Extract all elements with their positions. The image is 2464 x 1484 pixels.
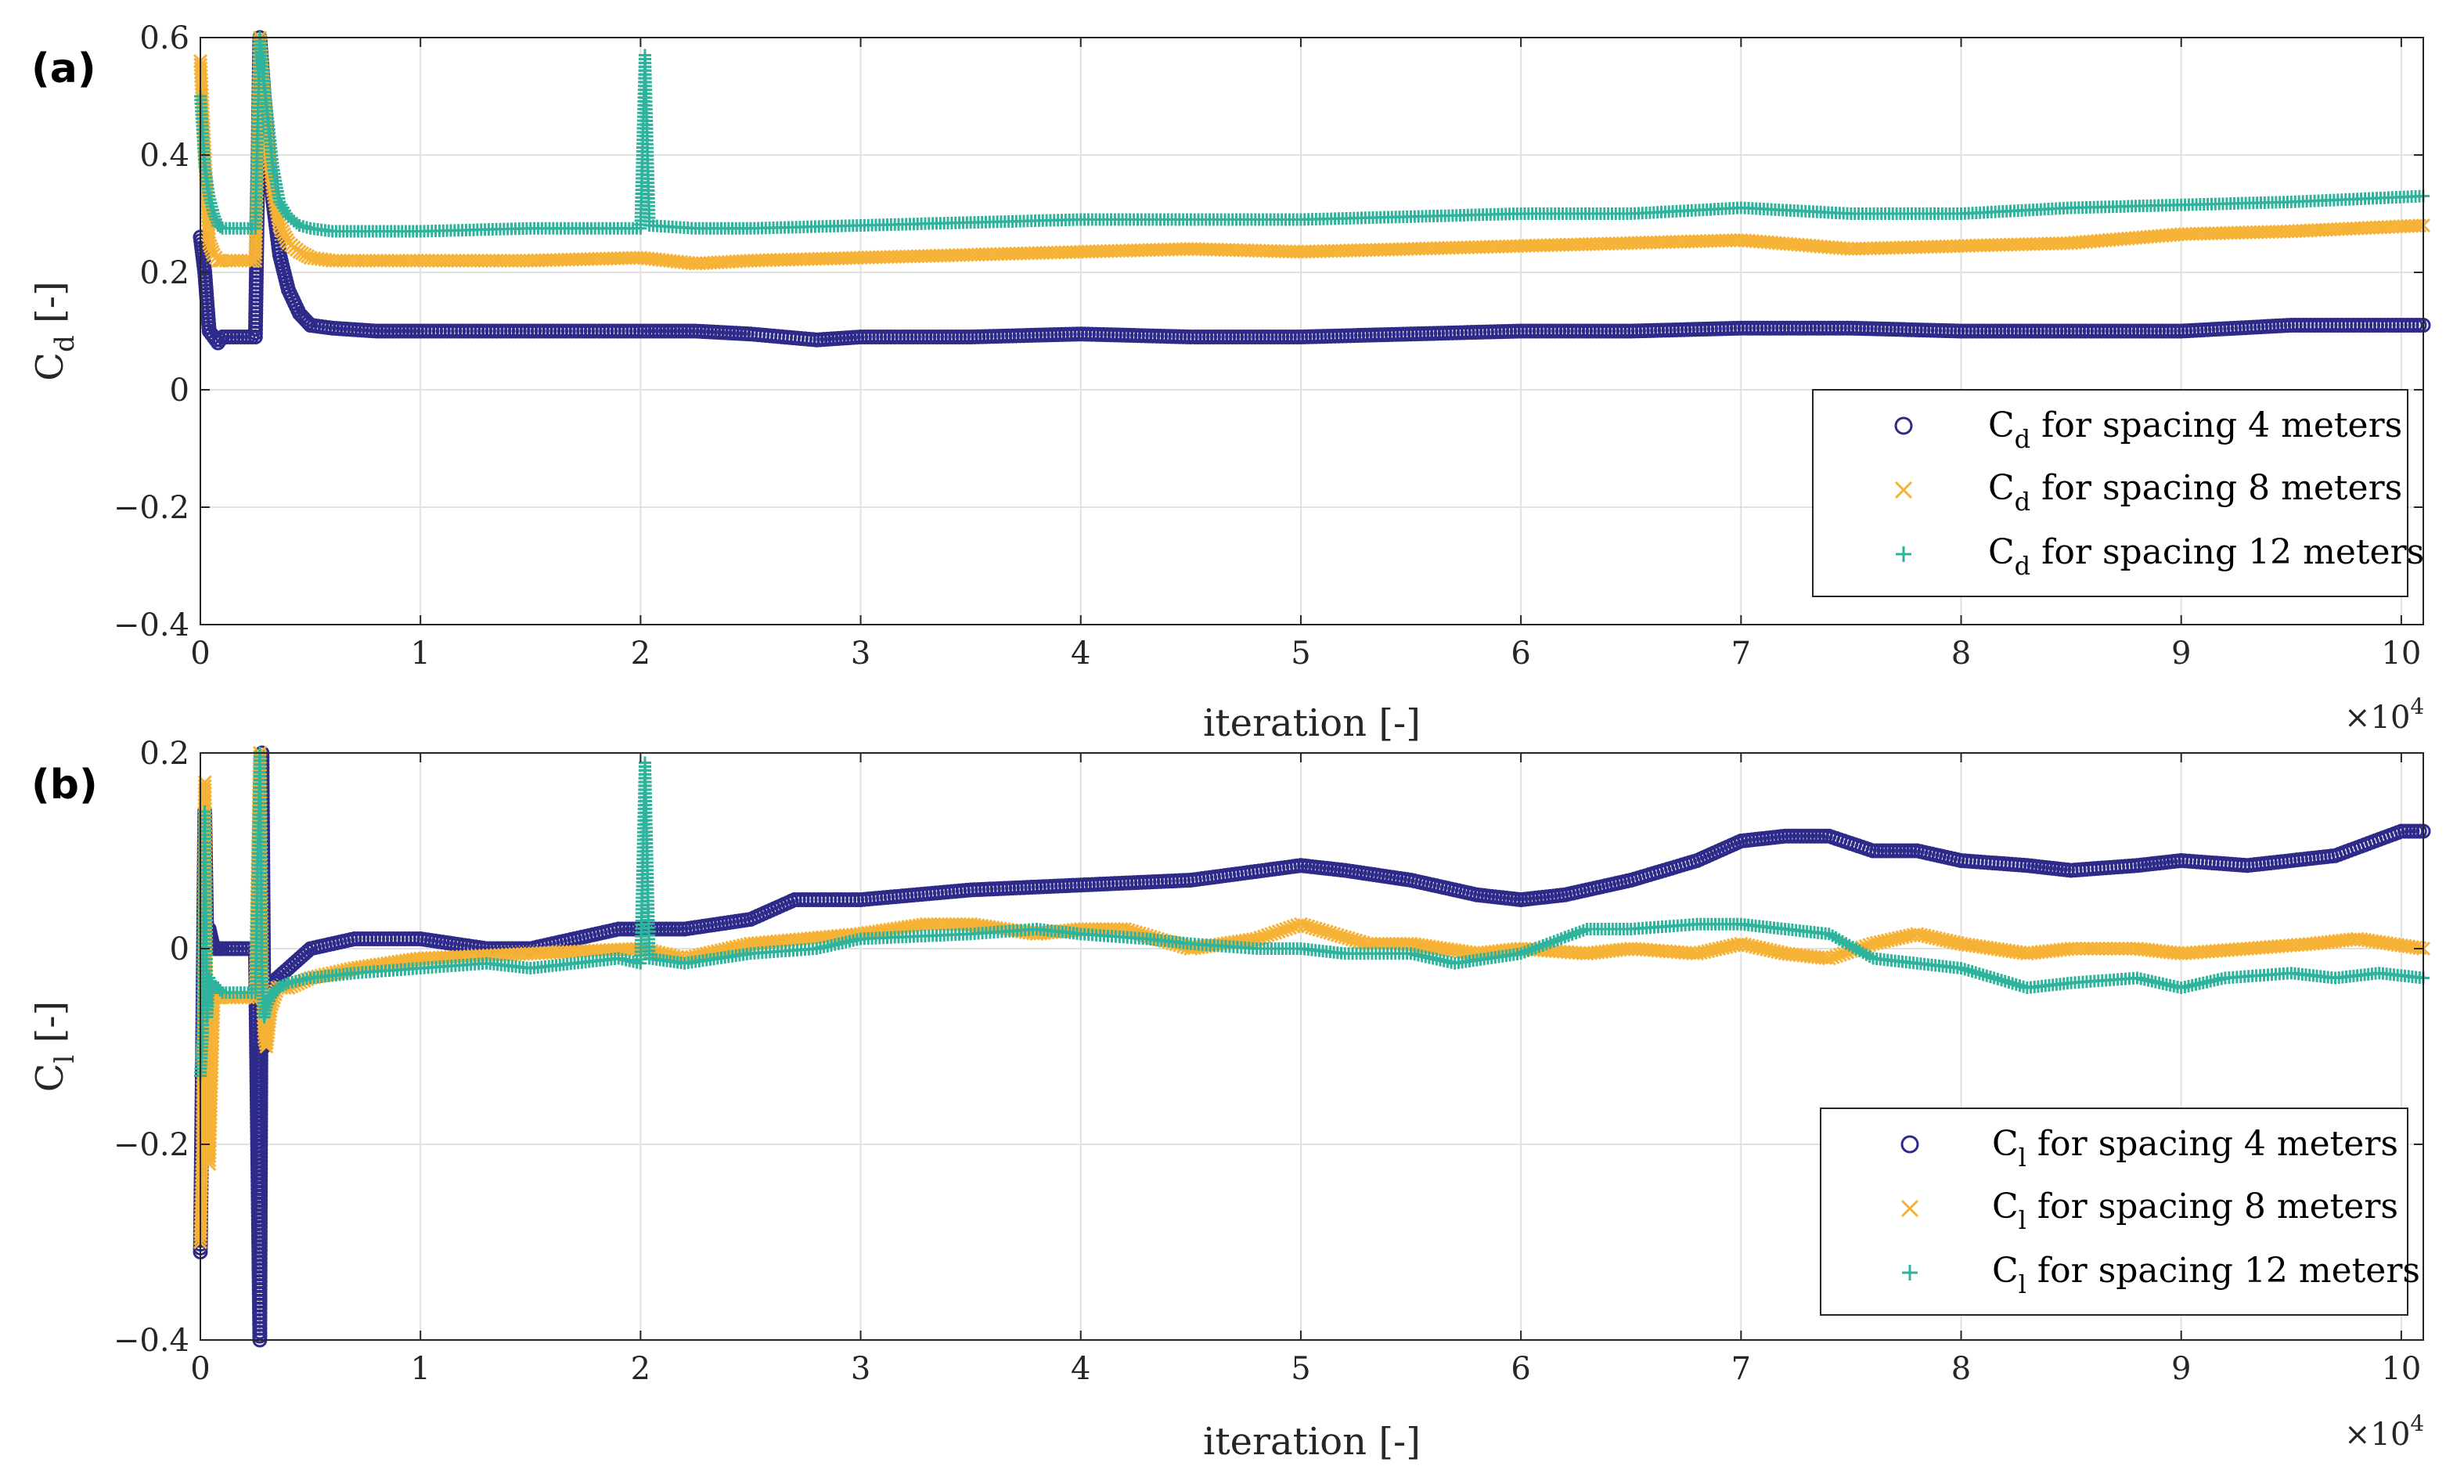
panel-a-legend: Cd for spacing 4 meters Cd for spacing 8… (1812, 389, 2424, 597)
x-tick-label: 3 (851, 636, 870, 672)
panel-a: (a) 0 1 2 3 4 5 6 7 8 9 10 −0.4 −0.2 0 0.2 0.4 0.6 iter… (28, 20, 2431, 745)
panel-a-x-axis-label: iteration [-] (1203, 701, 1421, 745)
panel-a-marks (193, 30, 2431, 351)
y-tick-label: 0.6 (139, 20, 189, 56)
series-12m (194, 747, 2430, 1082)
x-tick-label: 9 (2171, 636, 2191, 672)
panel-b-label: (b) (31, 762, 98, 809)
x-tick-label: 4 (1071, 636, 1090, 672)
x-tick-label: 8 (1951, 636, 1971, 672)
panel-a-label: (a) (31, 45, 96, 92)
panel-a-y-axis-label: Cd [-] (28, 281, 81, 380)
series-4m (193, 30, 2431, 351)
panel-a-x-tick-labels: 0 1 2 3 4 5 6 7 8 9 10 (190, 636, 2421, 672)
panel-a-x-exponent: ×104 (2344, 693, 2424, 736)
x-tick-label: 2 (631, 636, 650, 672)
y-tick-label: −0.2 (113, 490, 189, 526)
y-tick-label: 0.4 (139, 138, 189, 174)
series-12m (194, 31, 2430, 238)
x-tick-label: 7 (1731, 636, 1751, 672)
x-tick-label: 6 (1511, 636, 1530, 672)
panel-a-y-tick-labels: −0.4 −0.2 0 0.2 0.4 0.6 (113, 20, 189, 643)
y-tick-label: 0 (170, 373, 189, 409)
y-tick-label: −0.4 (113, 607, 189, 643)
x-tick-label: 5 (1291, 636, 1310, 672)
x-tick-label: 10 (2381, 636, 2421, 672)
x-tick-label: 1 (410, 636, 430, 672)
x-tick-label: 0 (190, 636, 210, 672)
panel-b: (b) 0 1 2 3 4 5 6 7 8 9 10 −0.4−0.200.2 iteration … (28, 736, 2431, 1464)
y-tick-label: 0.2 (139, 255, 189, 291)
